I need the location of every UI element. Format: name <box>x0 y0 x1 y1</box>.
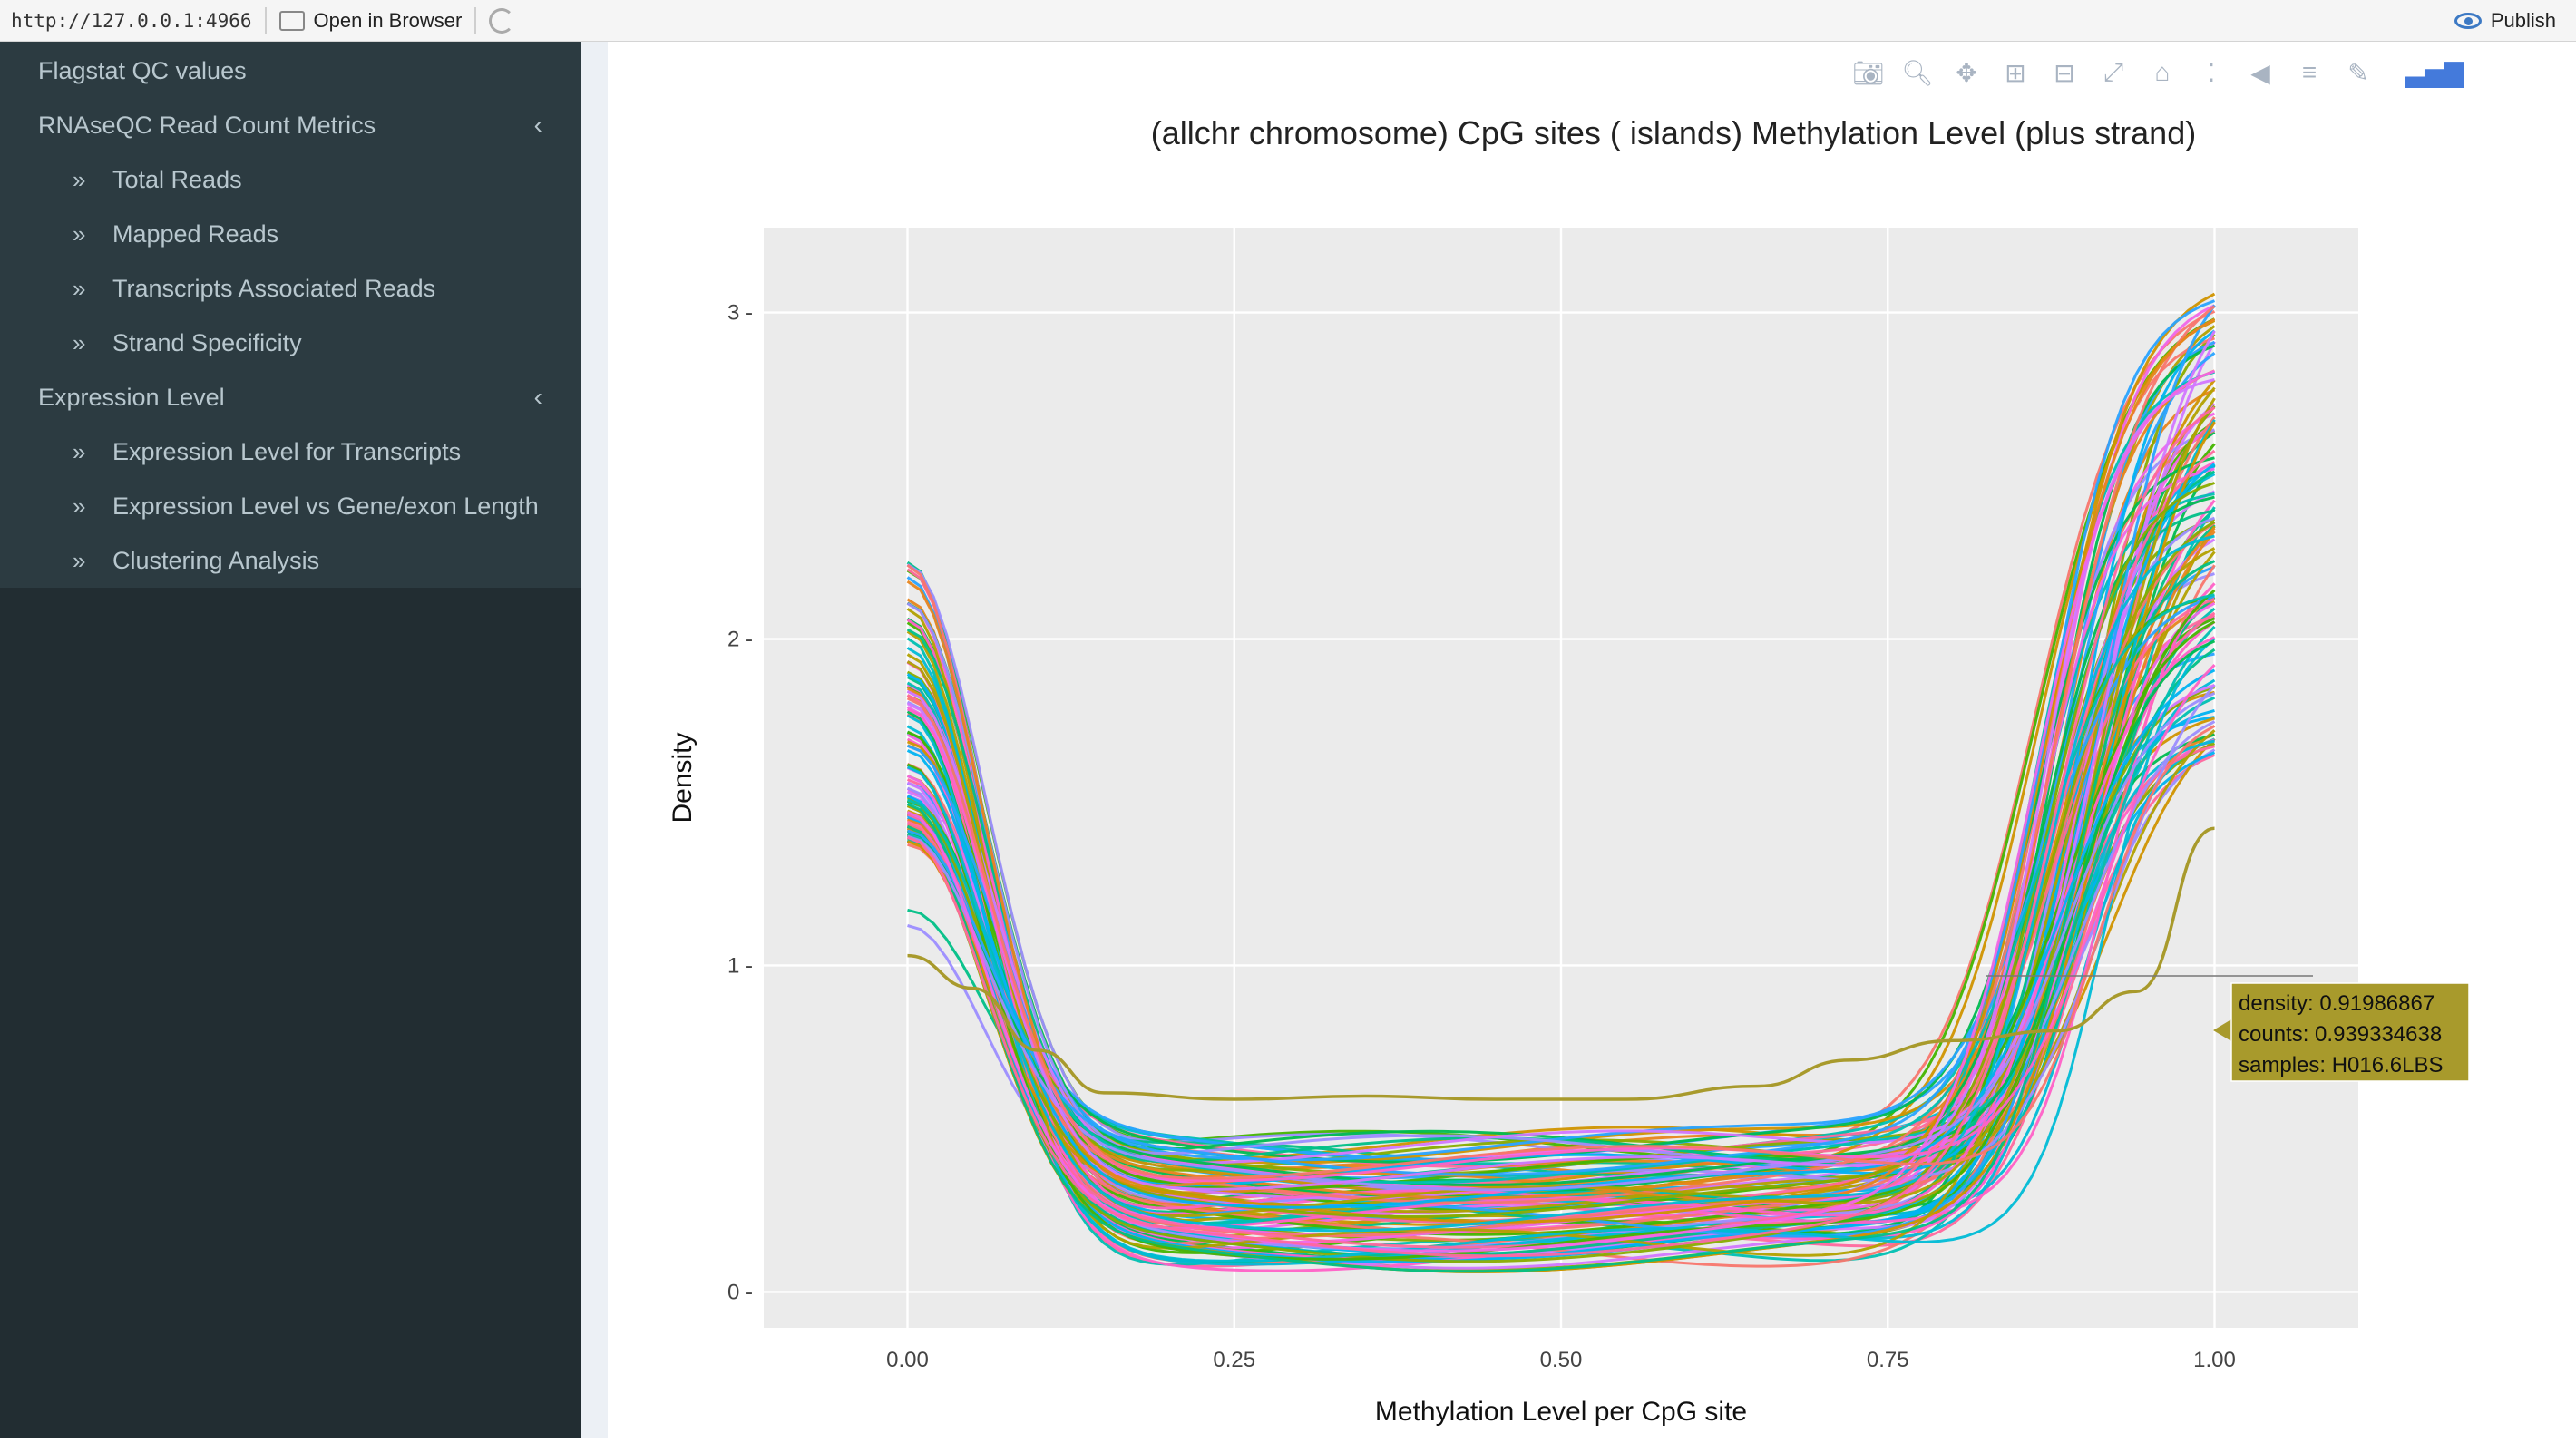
density-series-line <box>906 582 2216 1224</box>
spike-lines-icon[interactable]: ⁚ <box>2207 58 2216 87</box>
x-tick-label: 0.00 <box>886 1348 929 1372</box>
sidebar-item-label: Expression Level for Transcripts <box>112 437 462 465</box>
sidebar-item-mapped-reads[interactable]: » Mapped Reads <box>0 207 581 261</box>
sidebar-item-clustering-analysis[interactable]: » Clustering Analysis <box>0 533 581 588</box>
sidebar: Flagstat QC values RNAseQC Read Count Met… <box>0 42 581 1438</box>
publish-icon <box>2454 13 2482 29</box>
x-tick-label: 0.50 <box>1540 1348 1583 1372</box>
sidebar-item-label: Flagstat QC values <box>38 56 247 84</box>
sidebar-item-rnaseqc-read-count-metrics[interactable]: RNAseQC Read Count Metrics ‹ <box>0 98 581 152</box>
open-in-browser-label: Open in Browser <box>313 8 463 32</box>
density-series-line <box>906 406 2216 1258</box>
autoscale-icon[interactable]: ⤢ <box>2103 57 2124 86</box>
double-chevron-right-icon: » <box>73 546 86 574</box>
x-tick-label: 0.75 <box>1867 1348 1909 1372</box>
open-in-browser-button[interactable]: Open in Browser <box>278 8 463 33</box>
chevron-left-icon: ‹ <box>533 111 542 139</box>
y-tick-label: 2 - <box>727 628 753 652</box>
density-series-line <box>906 534 2215 1233</box>
reset-axes-icon[interactable]: ⌂ <box>2154 58 2171 86</box>
publish-label: Publish <box>2490 9 2556 32</box>
chart-title: (allchr chromosome) CpG sites ( islands)… <box>1151 114 2196 151</box>
y-tick-label: 0 - <box>727 1280 753 1304</box>
edit-chart-icon[interactable]: ✎ <box>2347 58 2369 87</box>
density-chart[interactable]: (allchr chromosome) CpG sites ( islands)… <box>608 42 2576 1438</box>
sidebar-item-label: Transcripts Associated Reads <box>112 274 436 302</box>
tooltip-density: density: 0.91986867 <box>2239 991 2435 1016</box>
x-axis-label: Methylation Level per CpG site <box>1375 1397 1747 1427</box>
tooltip-pointer <box>2213 1019 2231 1041</box>
toolbar-divider <box>264 6 267 34</box>
chevron-left-icon: ‹ <box>533 383 542 411</box>
main-content: 📷︎ 🔍︎ ✥ ⊞ ⊟ ⤢ ⌂ ⁚ ◀ ≡ ✎ ▃▅▇ (allchr chro… <box>581 42 2576 1438</box>
density-series-line <box>906 378 2215 1191</box>
sidebar-item-expression-level[interactable]: Expression Level ‹ <box>0 370 581 424</box>
pan-icon[interactable]: ✥ <box>1956 58 1977 87</box>
sidebar-item-label: Expression Level <box>38 383 225 411</box>
density-series-line <box>906 697 2216 1180</box>
double-chevron-right-icon: » <box>73 492 86 520</box>
density-series-group <box>906 292 2216 1273</box>
publish-button[interactable]: Publish <box>2454 0 2556 42</box>
sidebar-item-label: Clustering Analysis <box>112 546 320 574</box>
density-series-line <box>906 292 2216 1224</box>
density-series-line <box>907 692 2216 1192</box>
hover-tooltip <box>2230 982 2470 1082</box>
sidebar-item-label: Strand Specificity <box>112 328 302 356</box>
double-chevron-right-icon: » <box>73 219 86 248</box>
tooltip-samples: samples: H016.6LBS <box>2239 1053 2443 1077</box>
plotly-logo-icon[interactable]: ▃▅▇ <box>2405 58 2464 87</box>
browser-toolbar: http://127.0.0.1:4966 Open in Browser Pu… <box>0 0 2576 42</box>
y-tick-label: 1 - <box>727 953 753 978</box>
plot-modebar: 📷︎ 🔍︎ ✥ ⊞ ⊟ ⤢ ⌂ ⁚ ◀ ≡ ✎ ▃▅▇ <box>1852 57 2464 87</box>
sidebar-item-transcripts-associated-reads[interactable]: » Transcripts Associated Reads <box>0 261 581 316</box>
double-chevron-right-icon: » <box>73 274 86 302</box>
sidebar-menu: Flagstat QC values RNAseQC Read Count Met… <box>0 42 581 588</box>
density-series-line <box>906 637 2216 1263</box>
refresh-icon[interactable] <box>489 7 515 34</box>
tooltip-counts: counts: 0.939334638 <box>2239 1022 2442 1047</box>
toolbar-divider <box>474 6 477 34</box>
double-chevron-right-icon: » <box>73 328 86 356</box>
double-chevron-right-icon: » <box>73 437 86 465</box>
sidebar-item-label: RNAseQC Read Count Metrics <box>38 111 376 139</box>
density-series-line <box>907 639 2216 1186</box>
open-in-browser-icon <box>278 10 305 31</box>
url-text[interactable]: http://127.0.0.1:4966 <box>11 9 252 32</box>
y-axis-label: Density <box>668 732 698 823</box>
zoom-out-icon[interactable]: ⊟ <box>2054 58 2075 87</box>
highlighted-series-line[interactable] <box>907 826 2215 1101</box>
sidebar-item-label: Mapped Reads <box>112 219 279 248</box>
y-tick-label: 3 - <box>727 301 753 326</box>
x-tick-label: 1.00 <box>2193 1348 2236 1372</box>
hover-closest-icon[interactable]: ◀ <box>2250 58 2270 87</box>
sidebar-item-flagstat-qc-values[interactable]: Flagstat QC values <box>0 44 581 98</box>
x-tick-label: 0.25 <box>1213 1348 1255 1372</box>
zoom-icon[interactable]: 🔍︎ <box>1901 58 1934 87</box>
sidebar-item-expression-level-for-transcripts[interactable]: » Expression Level for Transcripts <box>0 424 581 479</box>
zoom-in-icon[interactable]: ⊞ <box>2005 58 2026 87</box>
density-series-line <box>906 725 2215 1266</box>
sidebar-item-expression-level-vs-gene-exon-length[interactable]: » Expression Level vs Gene/exon Length <box>0 479 581 533</box>
plot-panel: 📷︎ 🔍︎ ✥ ⊞ ⊟ ⤢ ⌂ ⁚ ◀ ≡ ✎ ▃▅▇ (allchr chro… <box>608 42 2576 1438</box>
sidebar-item-total-reads[interactable]: » Total Reads <box>0 152 581 207</box>
sidebar-item-strand-specificity[interactable]: » Strand Specificity <box>0 316 581 370</box>
density-series-line <box>906 482 2215 1218</box>
density-series-line <box>907 299 2216 1176</box>
camera-icon[interactable]: 📷︎ <box>1852 58 1885 87</box>
sidebar-item-label: Total Reads <box>112 165 242 193</box>
double-chevron-right-icon: » <box>73 165 86 193</box>
density-series-line <box>906 560 2216 1273</box>
hover-compare-icon[interactable]: ≡ <box>2301 58 2317 86</box>
sidebar-item-label: Expression Level vs Gene/exon Length <box>112 492 539 520</box>
